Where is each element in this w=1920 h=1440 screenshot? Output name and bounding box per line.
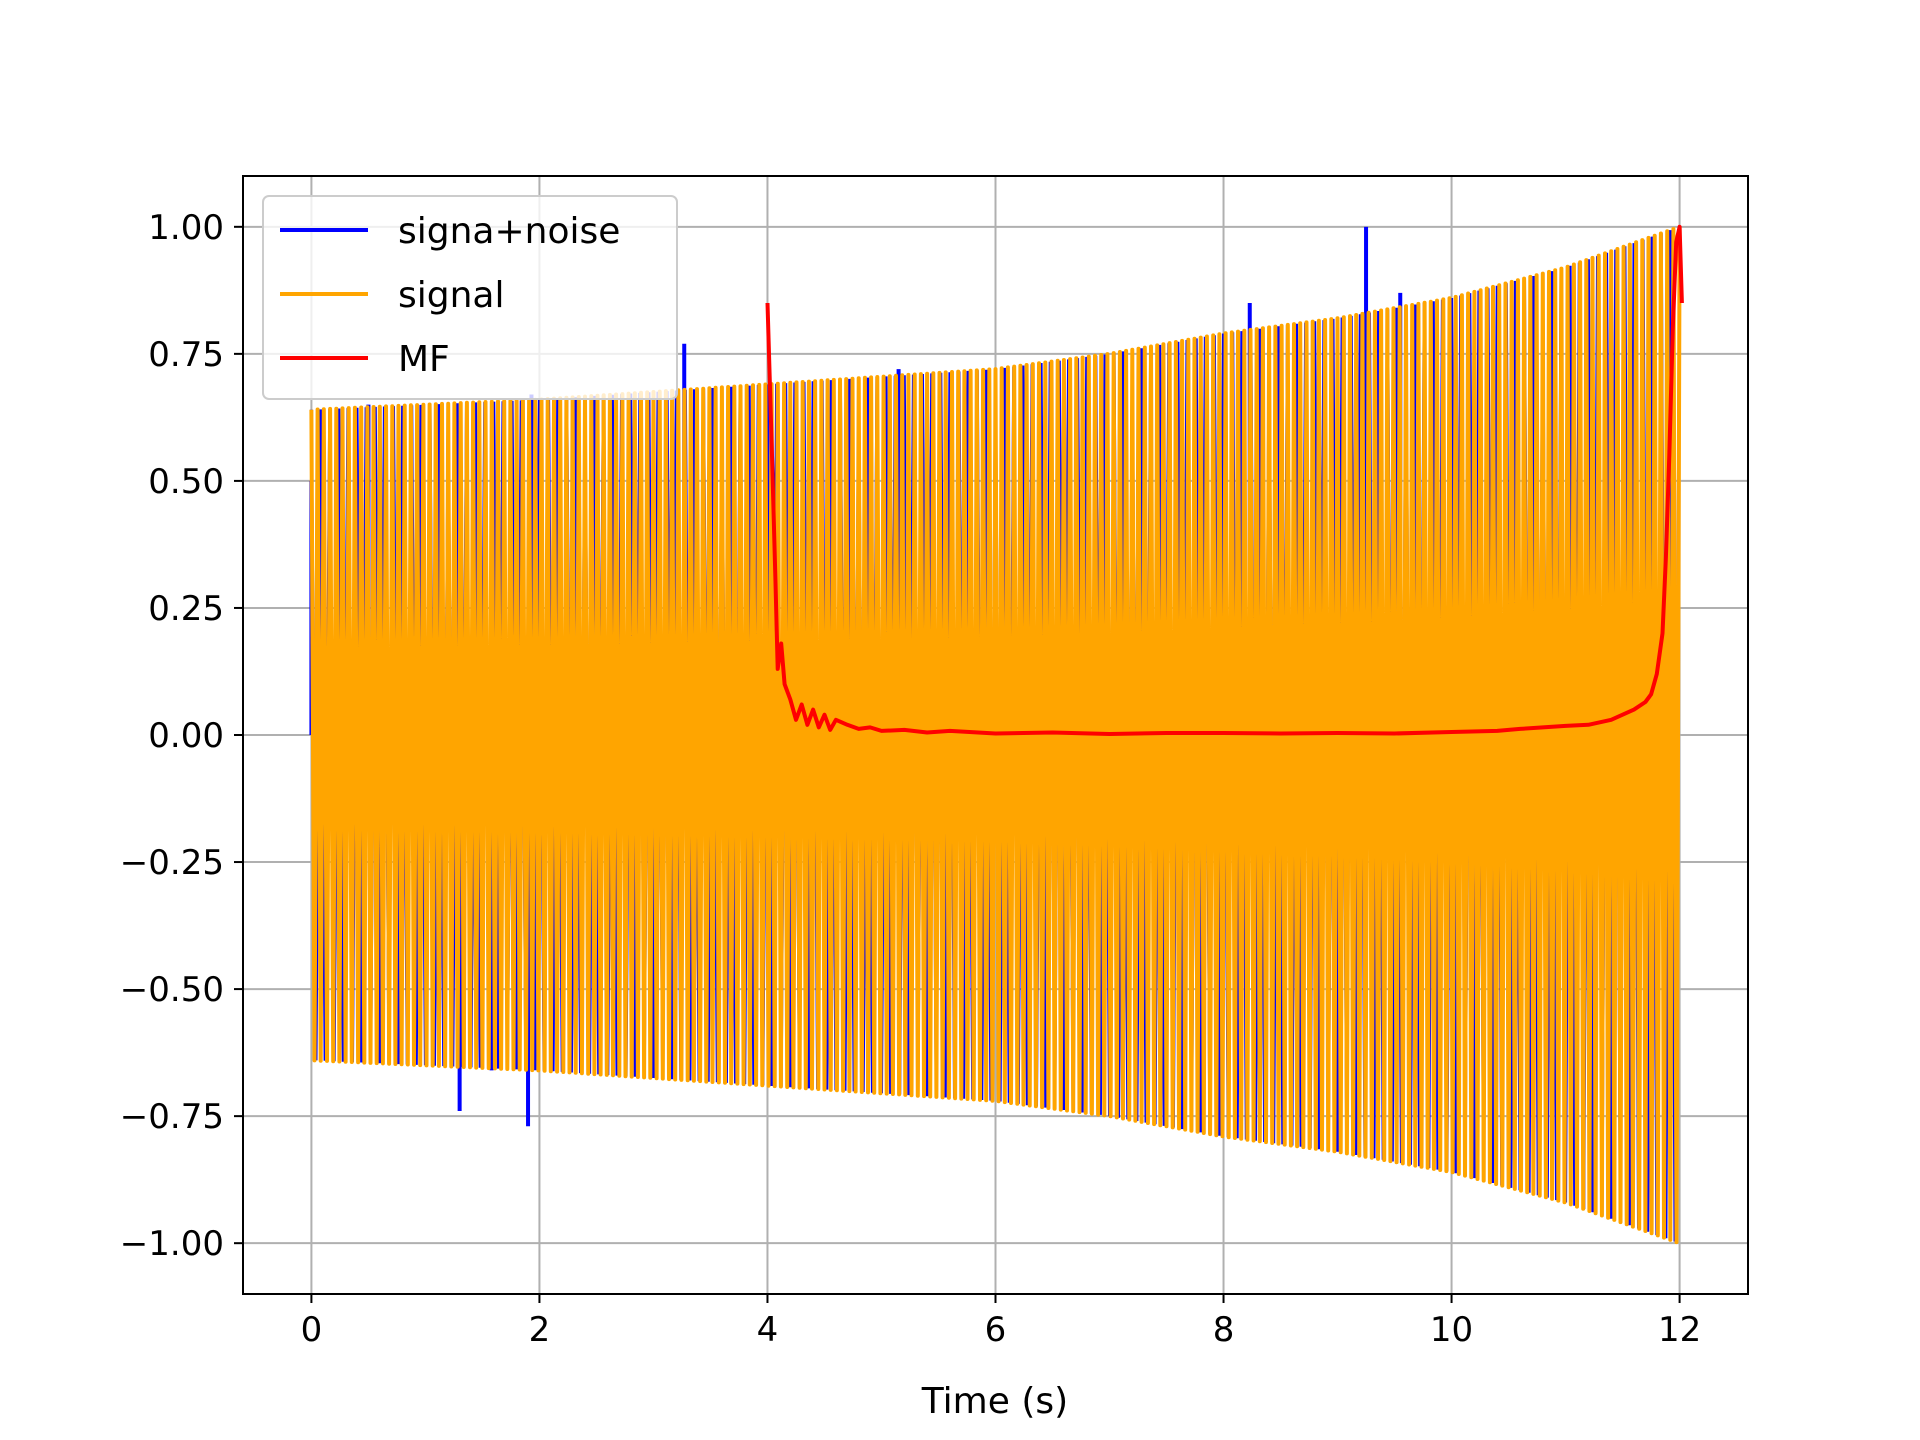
x-tick-label: 8 (1213, 1310, 1235, 1350)
legend: signa+noise signal MF (262, 195, 678, 400)
x-tick-label: 10 (1430, 1310, 1473, 1350)
y-tick-label: −0.50 (120, 970, 224, 1010)
y-tick-label: −0.25 (120, 843, 224, 883)
y-tick-label: −0.75 (120, 1097, 224, 1137)
x-axis-title: Time (s) (921, 1381, 1068, 1422)
y-tick-label: 1.00 (148, 208, 224, 248)
series-line-signal (309, 226, 1682, 1245)
legend-label-signal: signal (398, 275, 505, 316)
y-tick-label: 0.00 (148, 716, 224, 756)
x-tick-label: 12 (1658, 1310, 1701, 1350)
legend-box (262, 195, 678, 400)
legend-label-signa-noise: signa+noise (398, 211, 620, 252)
x-tick-label: 2 (529, 1310, 551, 1350)
y-tick-label: −1.00 (120, 1224, 224, 1264)
axis-ticks: 0 2 4 6 8 10 12 1.00 0.75 0.50 0.25 0.00 −0.25 −0.50 −… (120, 208, 1701, 1350)
series-line-mf (765, 224, 1684, 736)
legend-label-mf: MF (398, 339, 450, 380)
x-tick-label: 4 (757, 1310, 779, 1350)
y-tick-label: 0.50 (148, 462, 224, 502)
y-tick-label: 0.75 (148, 335, 224, 375)
plot-series (309, 224, 1684, 1245)
x-tick-label: 0 (301, 1310, 323, 1350)
y-tick-label: 0.25 (148, 589, 224, 629)
x-tick-label: 6 (985, 1310, 1007, 1350)
